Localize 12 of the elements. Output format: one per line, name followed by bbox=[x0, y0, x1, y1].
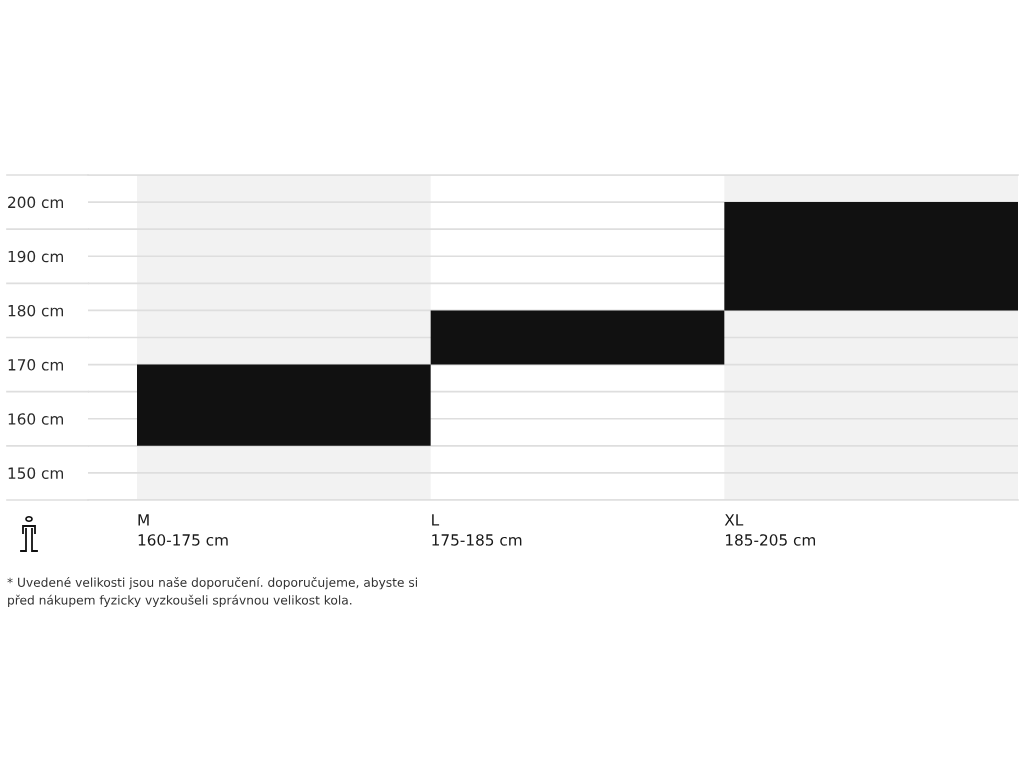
x-tick-label: M 160-175 cm bbox=[138, 514, 228, 546]
bar bbox=[430, 310, 725, 365]
x-tick-label: L 175-185 cm bbox=[432, 514, 522, 546]
y-tick-label: 150 cm bbox=[8, 467, 63, 479]
y-tick-label: 180 cm bbox=[8, 304, 63, 317]
y-tick-label: 190 cm bbox=[8, 250, 63, 263]
text: * Uvedené velikosti jsou naše doporučení. doporučujeme, abyste si před nákupem fyzicky vyzkoušeli správnou velikost kola. bbox=[7, 577, 417, 608]
y-tick-label: 160 cm bbox=[8, 413, 63, 425]
y-tick-label: 170 cm bbox=[8, 359, 63, 371]
x-tick-label: XL 185-205 cm bbox=[724, 514, 816, 546]
bar bbox=[137, 364, 431, 446]
y-tick-label: 200 cm bbox=[8, 196, 63, 209]
